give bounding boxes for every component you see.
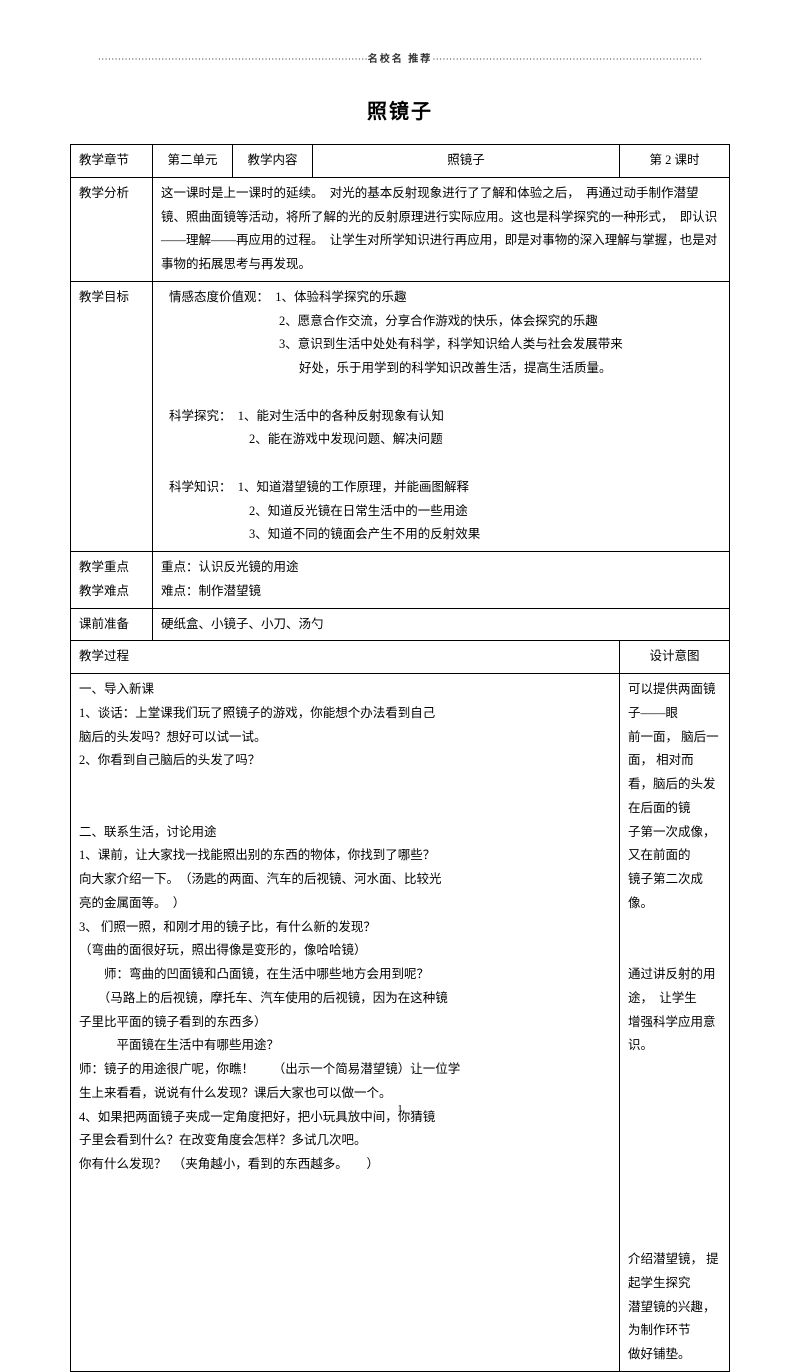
focus-text2: 难点：制作潜望镜: [161, 580, 721, 604]
row-process-head: 教学过程 设计意图: [71, 641, 730, 674]
obj-a2: 2、愿意合作交流，分享合作游戏的快乐，体会探究的乐趣: [169, 310, 721, 334]
row-analysis: 教学分析 这一课时是上一课时的延续。 对光的基本反射现象进行了了解和体验之后， …: [71, 177, 730, 281]
focus-label2: 教学难点: [79, 580, 144, 604]
row-prep: 课前准备 硬纸盒、小镜子、小刀、汤勺: [71, 608, 730, 641]
cell-prep-label: 课前准备: [71, 608, 153, 641]
focus-label1: 教学重点: [79, 556, 144, 580]
obj-c3: 3、知道不同的镜面会产生不用的反射效果: [169, 523, 721, 547]
page-number: 1: [0, 1103, 800, 1115]
cell-period: 第 2 课时: [620, 145, 730, 178]
focus-text1: 重点：认识反光镜的用途: [161, 556, 721, 580]
cell-content-label: 教学内容: [233, 145, 313, 178]
cell-prep-text: 硬纸盒、小镜子、小刀、汤勺: [153, 608, 730, 641]
cell-focus-label: 教学重点 教学难点: [71, 552, 153, 609]
cell-analysis-label: 教学分析: [71, 177, 153, 281]
row-header: 教学章节 第二单元 教学内容 照镜子 第 2 课时: [71, 145, 730, 178]
obj-a-head: 情感态度价值观：: [169, 290, 263, 304]
lesson-plan-table: 教学章节 第二单元 教学内容 照镜子 第 2 课时 教学分析 这一课时是上一课时…: [70, 144, 730, 1372]
cell-process-right-head: 设计意图: [620, 641, 730, 674]
cell-objectives-label: 教学目标: [71, 281, 153, 551]
cell-chapter-label: 教学章节: [71, 145, 153, 178]
obj-c-head: 科学知识：: [169, 480, 225, 494]
obj-b-head: 科学探究：: [169, 409, 225, 423]
obj-a1: 1、体验科学探究的乐趣: [275, 290, 406, 304]
obj-c2: 2、知道反光镜在日常生活中的一些用途: [169, 500, 721, 524]
obj-c1: 1、知道潜望镜的工作原理，并能画图解释: [238, 480, 469, 494]
dots-left: ⋯⋯⋯⋯⋯⋯⋯⋯⋯⋯⋯⋯⋯⋯⋯⋯⋯⋯⋯⋯⋯⋯⋯⋯⋯⋯⋯: [98, 54, 368, 65]
obj-b2: 2、能在游戏中发现问题、解决问题: [169, 428, 721, 452]
row-objectives: 教学目标 情感态度价值观： 1、体验科学探究的乐趣 2、愿意合作交流，分享合作游…: [71, 281, 730, 551]
row-focus: 教学重点 教学难点 重点：认识反光镜的用途 难点：制作潜望镜: [71, 552, 730, 609]
cell-process-left: 一、导入新课 1、谈话：上堂课我们玩了照镜子的游戏，你能想个办法看到自己 脑后的…: [71, 674, 620, 1372]
row-process-body: 一、导入新课 1、谈话：上堂课我们玩了照镜子的游戏，你能想个办法看到自己 脑后的…: [71, 674, 730, 1372]
header-label: 名校名 推荐: [368, 54, 433, 65]
cell-process-left-head: 教学过程: [71, 641, 620, 674]
obj-a3: 3、意识到生活中处处有科学，科学知识给人类与社会发展带来: [169, 333, 721, 357]
obj-b1: 1、能对生活中的各种反射现象有认知: [238, 409, 444, 423]
cell-objectives-body: 情感态度价值观： 1、体验科学探究的乐趣 2、愿意合作交流，分享合作游戏的快乐，…: [153, 281, 730, 551]
cell-analysis-text: 这一课时是上一课时的延续。 对光的基本反射现象进行了了解和体验之后， 再通过动手…: [153, 177, 730, 281]
page-title: 照镜子: [70, 95, 730, 124]
header-ornament: ⋯⋯⋯⋯⋯⋯⋯⋯⋯⋯⋯⋯⋯⋯⋯⋯⋯⋯⋯⋯⋯⋯⋯⋯⋯⋯⋯名校名 推荐⋯⋯⋯⋯⋯⋯⋯…: [70, 50, 730, 65]
cell-content-value: 照镜子: [313, 145, 620, 178]
obj-a3b: 好处，乐于用学到的科学知识改善生活，提高生活质量。: [169, 357, 721, 381]
cell-focus-text: 重点：认识反光镜的用途 难点：制作潜望镜: [153, 552, 730, 609]
cell-chapter-value: 第二单元: [153, 145, 233, 178]
cell-process-right: 可以提供两面镜子——眼 前一面， 脑后一面， 相对而 看，脑后的头发在后面的镜 …: [620, 674, 730, 1372]
dots-right: ⋯⋯⋯⋯⋯⋯⋯⋯⋯⋯⋯⋯⋯⋯⋯⋯⋯⋯⋯⋯⋯⋯⋯⋯⋯⋯⋯: [432, 54, 702, 65]
